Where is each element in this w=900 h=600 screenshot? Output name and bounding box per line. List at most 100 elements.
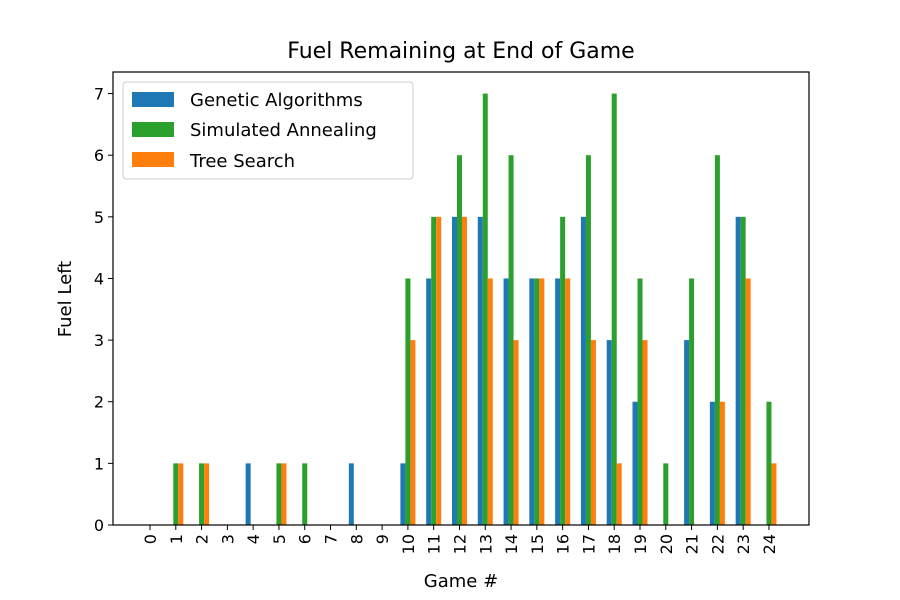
bar (503, 278, 509, 525)
bar (451, 216, 457, 525)
x-tick-label: 16 (554, 534, 573, 554)
bar (173, 463, 179, 525)
bar (426, 278, 432, 525)
x-axis-label: Game # (424, 571, 498, 592)
bar (719, 401, 725, 525)
bar (745, 278, 751, 525)
x-tick-label: 5 (270, 534, 289, 544)
series-2 (178, 216, 777, 525)
bar (616, 463, 622, 525)
legend-swatch-simulated-annealing (132, 122, 174, 137)
x-tick-label: 8 (347, 534, 366, 544)
y-tick-label: 0 (94, 516, 104, 535)
series-1 (173, 93, 772, 525)
bar (560, 216, 566, 525)
y-tick-label: 5 (94, 208, 104, 227)
legend-box (122, 81, 414, 180)
x-tick-label: 7 (322, 534, 341, 544)
bar (302, 463, 308, 525)
x-tick-label: 6 (296, 534, 315, 544)
bar (245, 463, 251, 525)
bar (487, 278, 493, 525)
legend-swatch-tree-search (132, 152, 174, 167)
legend-swatch-genetic-algorithms (132, 92, 174, 107)
bar (513, 340, 519, 525)
y-tick-label: 7 (94, 85, 104, 104)
x-tick-label: 12 (450, 534, 469, 554)
bar (199, 463, 205, 525)
bar (410, 340, 416, 525)
bar (555, 278, 561, 525)
bar (276, 463, 282, 525)
x-tick-label: 22 (708, 534, 727, 554)
x-tick-label: 21 (683, 534, 702, 554)
bar (689, 278, 695, 525)
x-tick-label: 19 (631, 534, 650, 554)
bar (456, 155, 462, 525)
bar (508, 155, 514, 525)
x-tick-label: 0 (141, 534, 160, 544)
bar (632, 401, 638, 525)
bar (482, 93, 488, 525)
x-tick-label: 18 (605, 534, 624, 554)
x-tick-label: 20 (657, 534, 676, 554)
bar (771, 463, 777, 525)
x-tick-label: 11 (425, 534, 444, 554)
bar (580, 216, 586, 525)
bar (539, 278, 545, 525)
bar (709, 401, 715, 525)
x-tick-label: 3 (218, 534, 237, 544)
legend: Genetic Algorithms Simulated Annealing T… (122, 81, 414, 180)
bars-layer (173, 93, 777, 525)
x-tick-label: 13 (476, 534, 495, 554)
x-axis: 0 1 2 3 4 5 6 7 8 9 10 11 12 13 14 15 16 17 18 19 20 21 22 23 24 (141, 525, 779, 554)
bar (204, 463, 210, 525)
bar (436, 216, 442, 525)
series-0 (245, 216, 741, 525)
legend-label-simulated-annealing: Simulated Annealing (190, 120, 377, 141)
bar (461, 216, 467, 525)
y-axis: 0 1 2 3 4 5 6 7 (94, 85, 113, 535)
legend-label-genetic-algorithms: Genetic Algorithms (190, 90, 363, 111)
bar (565, 278, 571, 525)
bar (611, 93, 617, 525)
x-tick-label: 1 (167, 534, 186, 544)
bar (766, 401, 772, 525)
bar (477, 216, 483, 525)
bar (400, 463, 406, 525)
bar (348, 463, 354, 525)
x-tick-label: 2 (193, 534, 212, 544)
bar (637, 278, 643, 525)
bar (585, 155, 591, 525)
x-tick-label: 17 (579, 534, 598, 554)
x-tick-label: 15 (528, 534, 547, 554)
bar (740, 216, 746, 525)
y-tick-label: 4 (94, 269, 104, 288)
x-tick-label: 9 (373, 534, 392, 544)
x-tick-label: 4 (244, 534, 263, 544)
x-tick-label: 24 (760, 534, 779, 554)
bar (663, 463, 669, 525)
bar (534, 278, 540, 525)
x-tick-label: 10 (399, 534, 418, 554)
bar (606, 340, 612, 525)
bar (590, 340, 596, 525)
plot-frame (112, 71, 810, 526)
bar (178, 463, 184, 525)
bar (642, 340, 648, 525)
bar (684, 340, 690, 525)
y-axis-label: Fuel Left (55, 261, 76, 337)
y-tick-label: 6 (94, 146, 104, 165)
bar (431, 216, 437, 525)
bar (405, 278, 411, 525)
bar (281, 463, 287, 525)
bar (735, 216, 741, 525)
legend-label-tree-search: Tree Search (189, 151, 295, 172)
chart-title: Fuel Remaining at End of Game (287, 39, 634, 64)
bar (529, 278, 535, 525)
x-tick-label: 14 (502, 534, 521, 554)
bar (714, 155, 720, 525)
y-tick-label: 1 (94, 454, 104, 473)
y-tick-label: 2 (94, 393, 104, 412)
